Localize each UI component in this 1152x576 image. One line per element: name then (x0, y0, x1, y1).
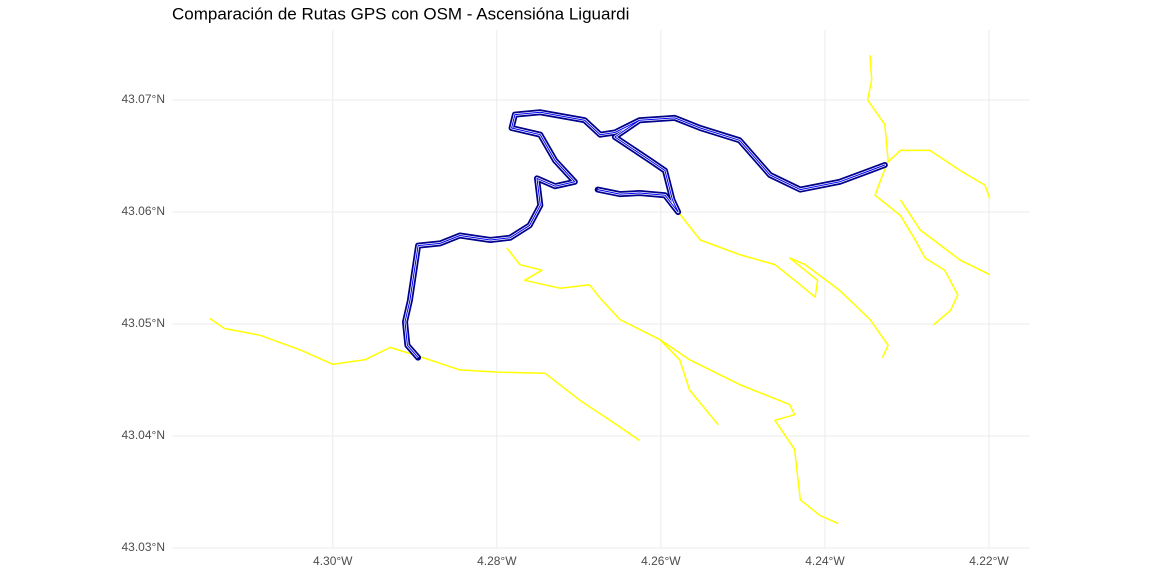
y-tick-label: 43.07°N (122, 92, 166, 106)
route-outline (402, 109, 888, 361)
osm-way (506, 247, 839, 525)
route (404, 111, 886, 358)
osm-way (866, 55, 959, 326)
osm-way (677, 211, 889, 358)
x-tick-label: 4.28°W (477, 554, 517, 568)
y-tick-label: 43.03°N (122, 540, 166, 554)
chart-title: Comparación de Rutas GPS con OSM - Ascen… (172, 4, 629, 23)
osm-way (884, 149, 991, 199)
osm-way (209, 317, 641, 442)
y-tick-label: 43.04°N (122, 428, 166, 442)
x-tick-label: 4.26°W (641, 554, 681, 568)
osm-way (659, 339, 719, 426)
x-tick-label: 4.24°W (805, 554, 845, 568)
x-tick-label: 4.22°W (969, 554, 1009, 568)
route-inner (403, 111, 887, 359)
osm-way (899, 199, 991, 276)
x-tick-label: 4.30°W (313, 554, 353, 568)
y-tick-label: 43.06°N (122, 204, 166, 218)
y-tick-label: 43.05°N (122, 316, 166, 330)
